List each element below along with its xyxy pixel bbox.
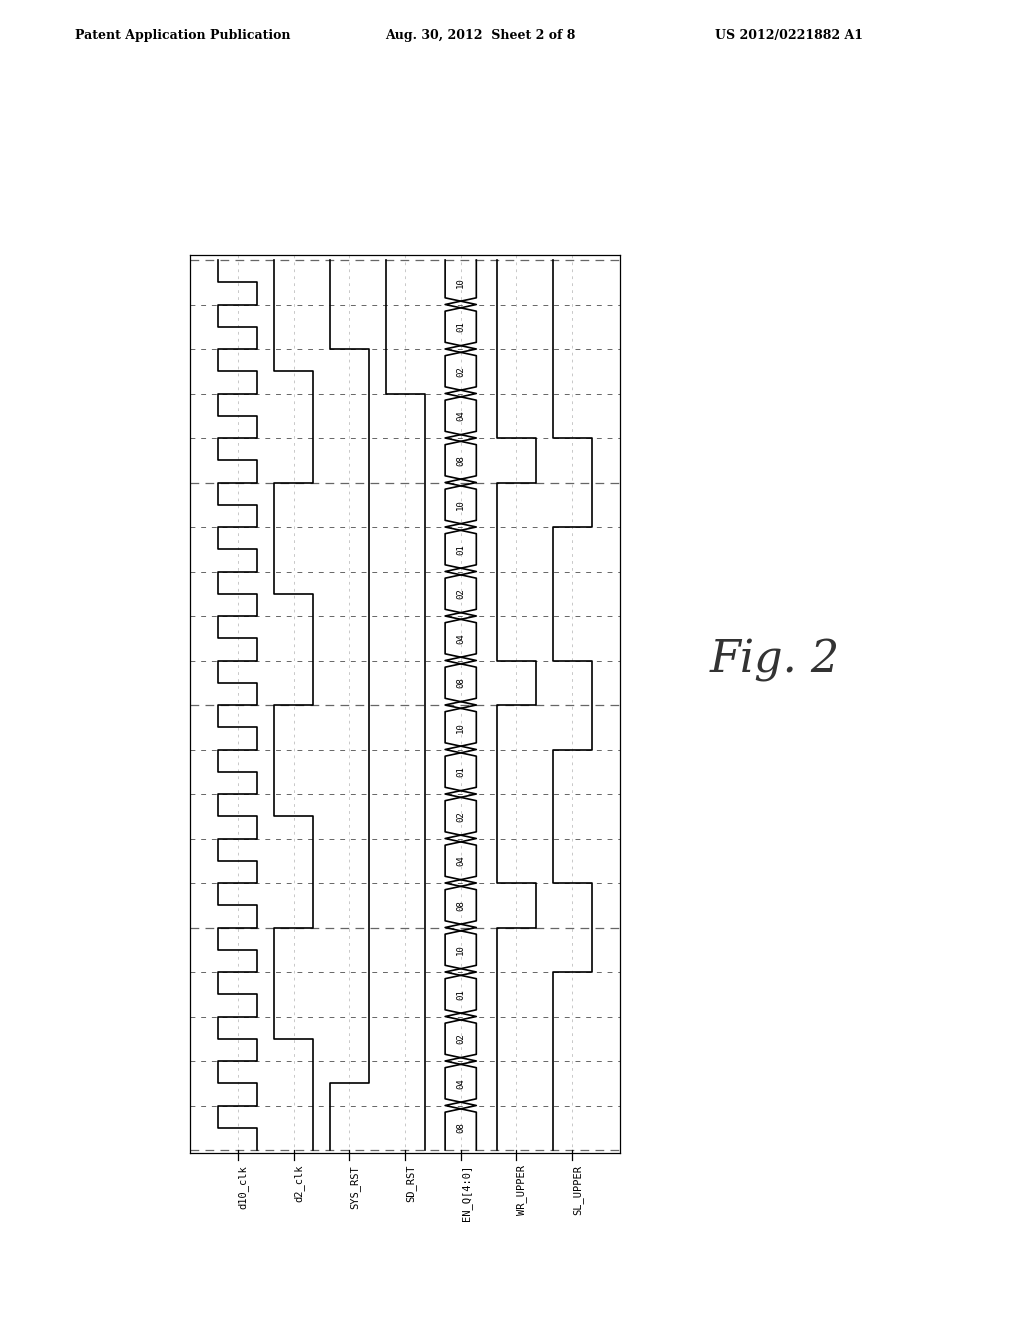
Text: 01: 01 (457, 544, 465, 554)
Text: 08: 08 (457, 900, 465, 911)
Text: 10: 10 (457, 277, 465, 288)
Text: 02: 02 (457, 1034, 465, 1044)
Text: WR_UPPER: WR_UPPER (516, 1166, 527, 1214)
Text: Fig. 2: Fig. 2 (710, 639, 841, 681)
Text: d10_clk: d10_clk (238, 1166, 249, 1209)
Text: 02: 02 (457, 589, 465, 599)
Text: 10: 10 (457, 944, 465, 956)
Text: SYS_RST: SYS_RST (349, 1166, 360, 1209)
Text: Patent Application Publication: Patent Application Publication (75, 29, 291, 41)
Text: 04: 04 (457, 632, 465, 644)
Text: SD_RST: SD_RST (406, 1166, 416, 1203)
Text: SL_UPPER: SL_UPPER (572, 1166, 583, 1214)
Text: 08: 08 (457, 455, 465, 466)
Text: 08: 08 (457, 1122, 465, 1133)
Text: 10: 10 (457, 499, 465, 510)
Text: 08: 08 (457, 677, 465, 688)
Text: US 2012/0221882 A1: US 2012/0221882 A1 (715, 29, 863, 41)
Text: 04: 04 (457, 411, 465, 421)
Text: 02: 02 (457, 366, 465, 376)
Text: 04: 04 (457, 855, 465, 866)
Text: 01: 01 (457, 767, 465, 777)
Text: d2_clk: d2_clk (294, 1166, 304, 1203)
Text: 01: 01 (457, 321, 465, 333)
Text: Aug. 30, 2012  Sheet 2 of 8: Aug. 30, 2012 Sheet 2 of 8 (385, 29, 575, 41)
Text: 04: 04 (457, 1078, 465, 1089)
Text: 02: 02 (457, 810, 465, 821)
Text: 10: 10 (457, 722, 465, 733)
Text: EN_Q[4:0]: EN_Q[4:0] (461, 1166, 472, 1221)
Text: 01: 01 (457, 989, 465, 999)
